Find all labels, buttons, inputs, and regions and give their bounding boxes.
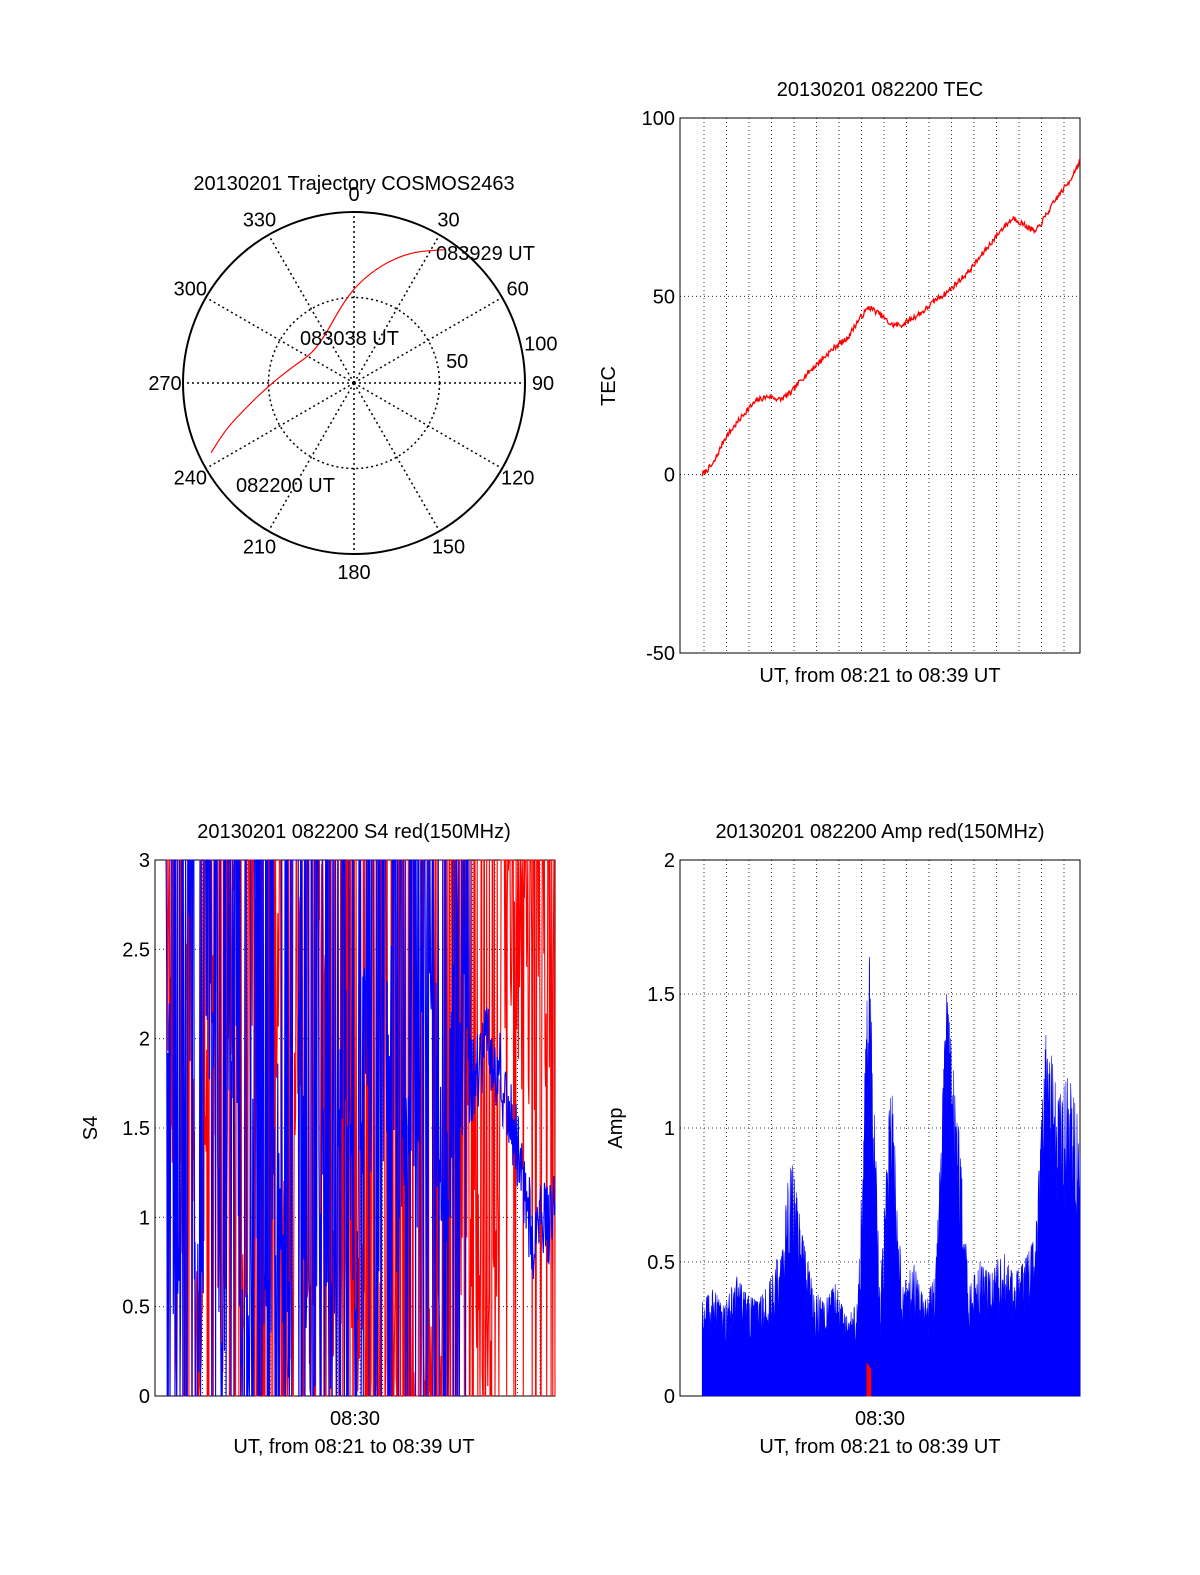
y-tick-label: 0.5 <box>122 1297 150 1319</box>
tec-title: 20130201 082200 TEC <box>777 79 983 101</box>
amp-series <box>701 956 1081 1397</box>
polar-spoke <box>353 296 503 384</box>
s4-blue-series <box>165 859 556 1397</box>
tec-ylabel: TEC <box>598 366 620 406</box>
polar-spoke <box>205 382 355 470</box>
y-tick-label: 50 <box>653 286 675 308</box>
polar-radius-tick-label: 100 <box>524 333 557 355</box>
y-tick-label: 1.5 <box>647 984 675 1006</box>
amp-x-ticks: 08:30 <box>855 1408 905 1430</box>
y-tick-label: 0.5 <box>647 1252 675 1274</box>
polar-trajectory-line <box>210 249 444 454</box>
polar-angle-tick-label: 270 <box>148 373 181 395</box>
polar-spoke <box>267 382 355 532</box>
polar-grid <box>183 212 525 554</box>
tec-xlabel: UT, from 08:21 to 08:39 UT <box>759 665 1000 687</box>
y-tick-label: 3 <box>139 850 150 872</box>
polar-radius-tick-label: 50 <box>446 351 468 373</box>
polar-spoke <box>353 382 503 470</box>
polar-spoke <box>205 296 355 384</box>
polar-angle-tick-label: 30 <box>437 209 459 231</box>
x-tick-label: 08:30 <box>855 1408 905 1430</box>
tec-series <box>701 158 1081 477</box>
s4-ylabel: S4 <box>80 1116 102 1140</box>
y-tick-label: 2.5 <box>122 939 150 961</box>
y-tick-label: 100 <box>642 108 675 130</box>
amp-ylabel: Amp <box>605 1107 627 1148</box>
y-tick-label: 0 <box>664 465 675 487</box>
polar-spoke <box>267 234 355 384</box>
amp-red-series <box>866 1362 872 1397</box>
s4-series <box>165 859 556 1397</box>
y-tick-label: 0 <box>664 1386 675 1408</box>
tec-chart: 20130201 082200 TEC 100 50 0 -50 TEC UT, fr… <box>598 79 1081 687</box>
polar-angle-tick-label: 210 <box>243 537 276 559</box>
y-tick-label: 2 <box>139 1029 150 1051</box>
y-tick-label: 1 <box>664 1118 675 1140</box>
polar-angle-tick-label: 300 <box>174 279 207 301</box>
polar-angle-tick-label: 180 <box>337 562 370 584</box>
polar-angle-tick-label: 240 <box>174 468 207 490</box>
polar-angle-tick-label: 60 <box>507 279 529 301</box>
s4-x-ticks: 08:30 <box>330 1408 380 1430</box>
amp-y-ticks: 2 1.5 1 0.5 0 <box>647 850 675 1408</box>
tec-grid <box>680 118 1080 653</box>
polar-time-annotation: 082200 UT <box>236 475 335 497</box>
polar-time-annotation: 083038 UT <box>300 328 399 350</box>
polar-annotations: 083929 UT 083038 UT 082200 UT <box>236 243 535 497</box>
polar-spoke <box>353 234 441 384</box>
polar-angle-ticks: 0 30 60 90 120 150 180 210 240 270 300 330 <box>148 184 554 584</box>
polar-angle-tick-label: 120 <box>501 468 534 490</box>
tec-plot-frame <box>679 117 1081 654</box>
s4-y-ticks: 3 2.5 2 1.5 1 0.5 0 <box>122 850 150 1408</box>
polar-angle-tick-label: 0 <box>348 184 359 206</box>
y-tick-label: 2 <box>664 850 675 872</box>
amp-title: 20130201 082200 Amp red(150MHz) <box>715 821 1044 843</box>
polar-title: 20130201 Trajectory COSMOS2463 <box>193 173 514 195</box>
polar-trajectory-chart: 20130201 Trajectory COSMOS2463 0 30 60 90 12… <box>148 173 557 584</box>
polar-series <box>210 249 444 454</box>
polar-angle-tick-label: 330 <box>243 209 276 231</box>
polar-angle-tick-label: 90 <box>532 373 554 395</box>
polar-angle-tick-label: 150 <box>432 537 465 559</box>
polar-time-annotation: 083929 UT <box>436 243 535 265</box>
y-tick-label: -50 <box>646 643 675 665</box>
x-tick-label: 08:30 <box>330 1408 380 1430</box>
tec-line <box>701 158 1081 477</box>
s4-xlabel: UT, from 08:21 to 08:39 UT <box>233 1436 474 1458</box>
y-tick-label: 1 <box>139 1207 150 1229</box>
s4-title: 20130201 082200 S4 red(150MHz) <box>197 821 511 843</box>
polar-spoke <box>353 382 441 532</box>
s4-chart: 20130201 082200 S4 red(150MHz) 3 2.5 2 1.5 1… <box>80 821 556 1458</box>
y-tick-label: 0 <box>139 1386 150 1408</box>
polar-radius-ticks: 50 100 <box>446 333 557 373</box>
amp-chart: 20130201 082200 Amp red(150MHz) 2 1.5 1 0.5… <box>605 821 1081 1458</box>
polar-outer-ring <box>182 211 526 555</box>
amp-xlabel: UT, from 08:21 to 08:39 UT <box>759 1436 1000 1458</box>
y-tick-label: 1.5 <box>122 1118 150 1140</box>
tec-y-ticks: 100 50 0 -50 <box>642 108 675 665</box>
amp-blue-series <box>701 956 1081 1397</box>
